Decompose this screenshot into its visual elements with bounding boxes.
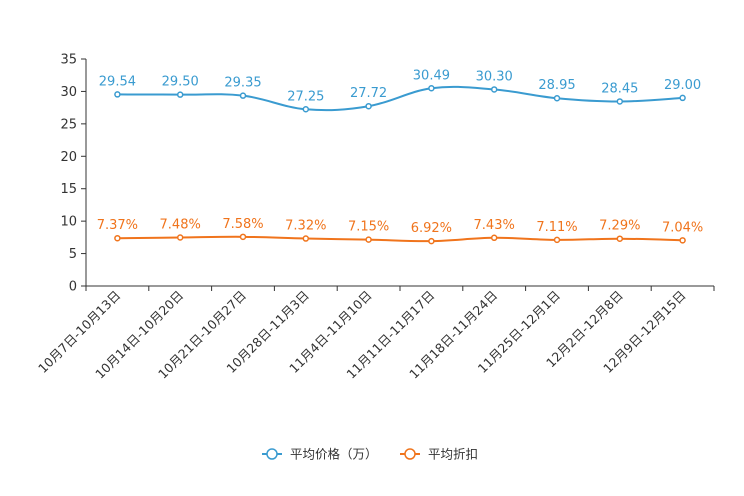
series-2-line — [117, 235, 683, 243]
legend-item-2[interactable]: 平均折扣 — [400, 447, 478, 462]
series-1: 29.54 29.50 29.35 27.25 27.72 30.49 30.30 28.95… — [99, 68, 701, 113]
data-point — [365, 236, 372, 243]
legend-label: 平均折扣 — [428, 447, 478, 462]
data-label: 28.95 — [538, 78, 575, 93]
legend-marker-icon — [266, 448, 278, 460]
data-label: 7.48% — [160, 217, 201, 232]
data-point — [553, 94, 561, 102]
y-tick-label: 5 — [69, 247, 77, 262]
y-tick-label: 10 — [60, 215, 77, 230]
series-2: 7.37% 7.48% 7.58% 7.32% 7.15% 6.92% 7.43% 7.11%… — [97, 217, 703, 245]
data-point — [365, 102, 372, 110]
data-label: 7.15% — [348, 220, 389, 235]
data-point — [490, 86, 498, 93]
data-label: 27.25 — [287, 89, 324, 104]
y-tick-label: 30 — [60, 85, 77, 100]
data-label: 29.00 — [664, 78, 701, 93]
data-label: 30.49 — [413, 68, 450, 83]
y-tick-label: 0 — [69, 280, 77, 295]
series-1-line — [117, 85, 683, 112]
data-label: 29.54 — [99, 74, 136, 89]
legend-label: 平均价格（万） — [290, 447, 378, 462]
data-label: 7.37% — [97, 218, 138, 233]
data-point — [114, 234, 121, 242]
y-tick-label: 25 — [60, 117, 77, 132]
data-point — [679, 237, 686, 244]
data-point — [616, 98, 624, 105]
data-label: 7.32% — [285, 219, 326, 234]
data-label: 6.92% — [411, 221, 452, 236]
data-label: 30.30 — [476, 69, 513, 84]
series-layer: 29.54 29.50 29.35 27.25 27.72 30.49 30.30 28.95… — [97, 68, 703, 245]
data-label: 29.50 — [162, 75, 199, 90]
legend-item-1[interactable]: 平均价格（万） — [262, 447, 378, 462]
data-label: 29.35 — [224, 76, 261, 91]
data-label: 7.11% — [536, 220, 577, 235]
x-axis-ticks: 10月7日-10月13日10月14日-10月20日10月21日-10月27日10… — [35, 286, 715, 382]
data-point — [428, 85, 435, 92]
data-point — [239, 233, 247, 241]
data-point — [428, 237, 435, 245]
data-point — [490, 234, 498, 242]
data-label: 7.29% — [599, 219, 640, 234]
data-label: 7.58% — [222, 217, 263, 232]
legend-marker-icon — [404, 448, 416, 460]
legend[interactable]: 平均价格（万） 平均折扣 — [262, 447, 478, 462]
data-label: 7.04% — [662, 220, 703, 235]
data-point — [302, 235, 310, 242]
data-point — [176, 91, 184, 98]
data-point — [302, 106, 310, 113]
data-point — [616, 235, 624, 242]
data-point — [114, 91, 121, 98]
y-tick-label: 35 — [60, 53, 77, 68]
y-tick-label: 15 — [60, 182, 77, 197]
data-point — [239, 92, 247, 99]
data-label: 27.72 — [350, 86, 387, 101]
data-point — [679, 94, 686, 102]
y-tick-label: 20 — [60, 150, 77, 165]
y-axis-ticks: 0 5 10 15 20 25 30 35 — [60, 53, 86, 295]
data-label: 7.43% — [474, 218, 515, 233]
data-point — [176, 234, 184, 241]
data-point — [553, 236, 561, 244]
data-label: 28.45 — [601, 81, 638, 96]
